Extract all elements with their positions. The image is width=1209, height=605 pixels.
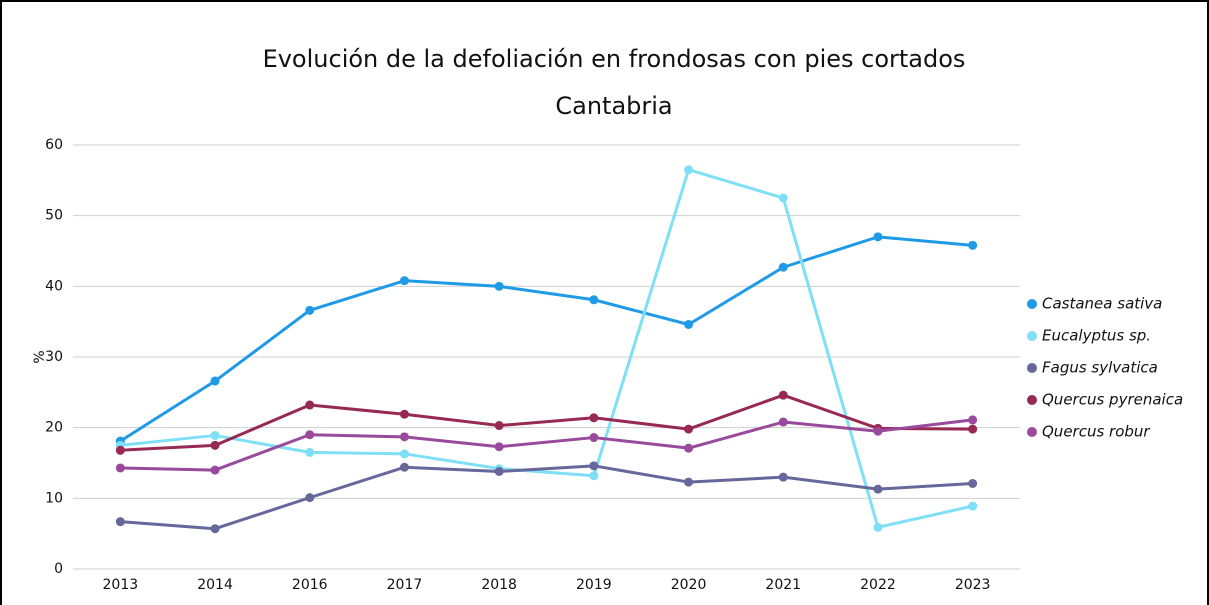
legend-label: Quercus robur [1042, 423, 1150, 441]
data-point [873, 522, 883, 532]
data-point [115, 463, 125, 473]
data-point [873, 232, 883, 242]
data-point [210, 440, 220, 450]
legend-label: Eucalyptus sp. [1042, 327, 1151, 345]
series-line [120, 393, 973, 452]
data-point [399, 409, 409, 419]
data-point [684, 477, 694, 487]
y-tick-label: 40 [45, 278, 63, 294]
data-point [873, 426, 883, 436]
data-point [494, 421, 504, 431]
y-tick-label: 0 [54, 561, 63, 577]
data-point [968, 415, 978, 425]
data-point [684, 424, 694, 434]
x-tick-label: 2017 [387, 577, 423, 593]
x-tick-label: 2021 [765, 577, 801, 593]
data-point [115, 517, 125, 527]
data-point [210, 524, 220, 534]
y-axis-label: % [32, 350, 48, 363]
series-line [120, 418, 973, 472]
data-point [968, 240, 978, 250]
legend-swatch [1027, 331, 1037, 341]
data-point [589, 295, 599, 305]
legend-label: Quercus pyrenaica [1042, 391, 1183, 409]
legend-swatch [1027, 299, 1037, 309]
chart-title: Evolución de la defoliación en frondosas… [263, 45, 966, 73]
data-point [399, 462, 409, 472]
data-point [778, 472, 788, 482]
data-point [684, 443, 694, 453]
data-point [778, 390, 788, 400]
data-point [494, 281, 504, 291]
data-point [399, 276, 409, 286]
data-point [115, 445, 125, 455]
legend-swatch [1027, 427, 1037, 437]
x-tick-label: 2016 [292, 577, 328, 593]
chart-subtitle: Cantabria [555, 92, 672, 120]
x-tick-label: 2019 [576, 577, 612, 593]
data-point [399, 432, 409, 442]
x-tick-label: 2013 [103, 577, 139, 593]
data-point [210, 430, 220, 440]
data-point [778, 193, 788, 203]
data-point [778, 417, 788, 427]
data-point [399, 449, 409, 459]
legend-label: Castanea sativa [1042, 295, 1162, 313]
series-line [119, 235, 973, 443]
data-point [589, 433, 599, 443]
data-point [873, 484, 883, 494]
data-point [305, 447, 315, 457]
legend-label: Fagus sylvatica [1042, 359, 1158, 377]
legend-swatch [1027, 363, 1037, 373]
series-line [120, 464, 973, 531]
y-tick-label: 60 [45, 137, 63, 153]
data-point [494, 466, 504, 476]
data-point [589, 413, 599, 423]
y-tick-label: 50 [45, 208, 63, 224]
x-tick-label: 2022 [860, 577, 896, 593]
data-point [305, 493, 315, 503]
data-point [305, 305, 315, 315]
y-tick-label: 10 [45, 490, 63, 506]
data-point [589, 461, 599, 471]
data-point [305, 400, 315, 410]
data-point [968, 501, 978, 511]
y-tick-label: 30 [45, 349, 63, 365]
x-tick-label: 2023 [955, 577, 991, 593]
data-point [968, 478, 978, 488]
data-point [684, 319, 694, 329]
legend-swatch [1027, 395, 1037, 405]
x-tick-label: 2018 [481, 577, 517, 593]
data-point [778, 262, 788, 272]
data-point [210, 376, 220, 386]
data-point [305, 430, 315, 440]
data-point [684, 165, 694, 175]
y-tick-label: 20 [45, 420, 63, 436]
data-point [494, 442, 504, 452]
data-point [968, 424, 978, 434]
data-point [589, 471, 599, 481]
x-tick-label: 2020 [671, 577, 707, 593]
series-line [120, 168, 973, 529]
data-point [210, 465, 220, 475]
x-tick-label: 2014 [197, 577, 233, 593]
